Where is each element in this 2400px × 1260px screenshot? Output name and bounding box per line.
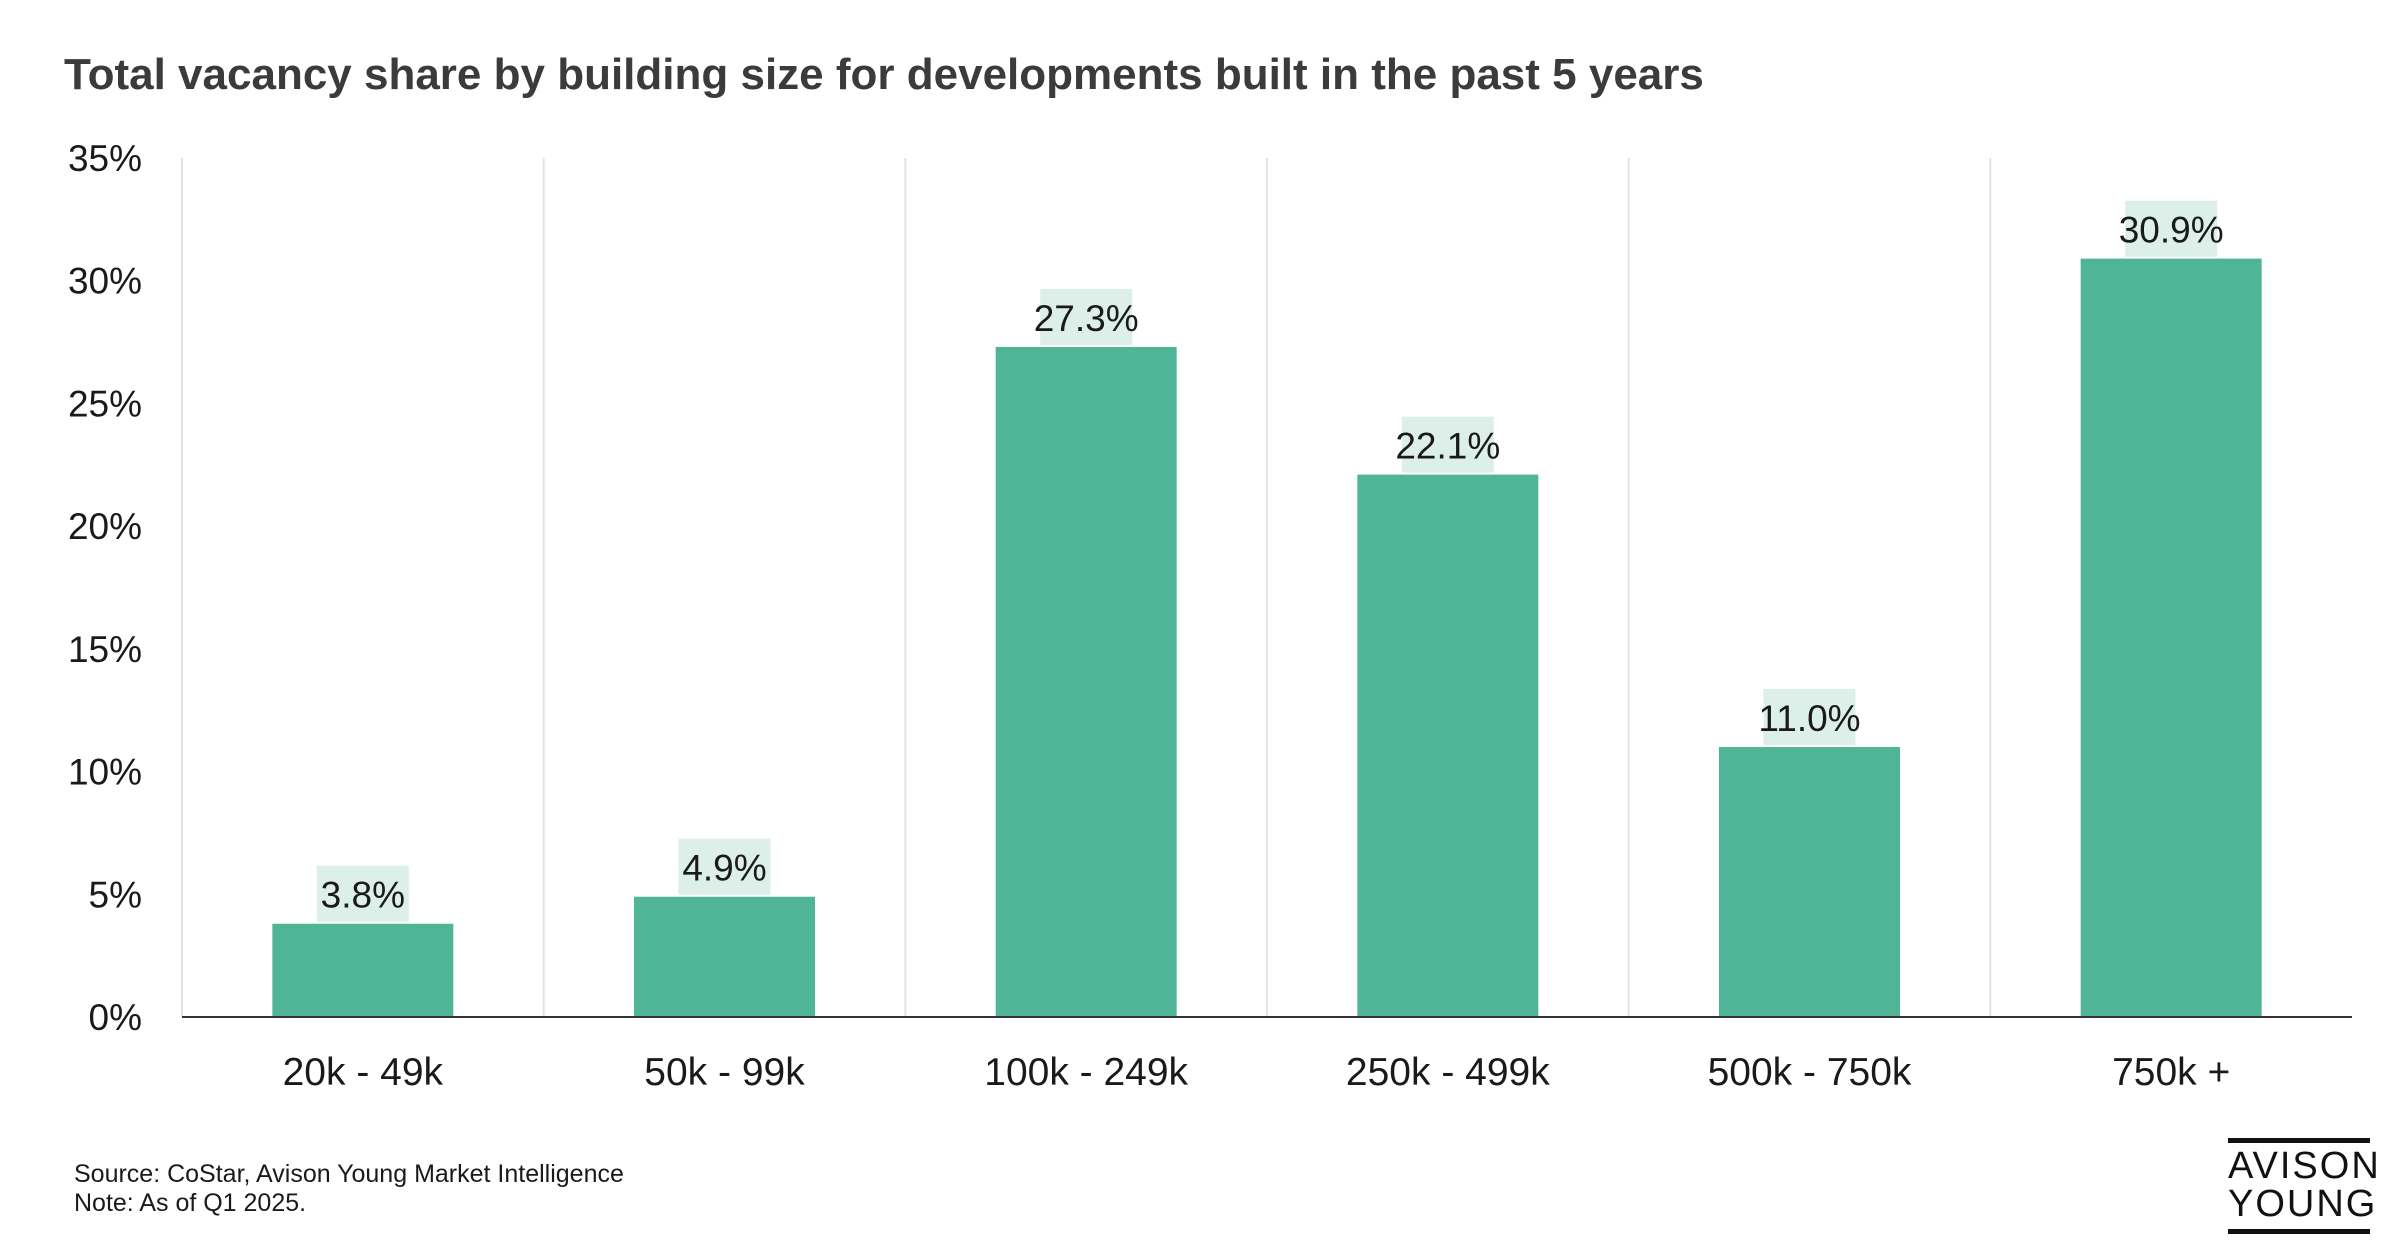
logo-line-1: AVISON	[2228, 1145, 2381, 1187]
grid-lines	[181, 158, 1992, 1017]
value-label-bg	[1040, 288, 1133, 345]
x-tick-label: 100k - 249k	[984, 1051, 1188, 1094]
value-label: 22.1%	[1395, 426, 1500, 467]
bar	[634, 896, 815, 1017]
y-tick-label: 5%	[89, 874, 142, 915]
x-tick-label: 250k - 499k	[1346, 1051, 1550, 1094]
bar	[1357, 474, 1539, 1017]
y-axis-ticks: 0% 5% 10% 15% 20% 25% 30% 35%	[68, 138, 142, 1038]
value-labels: 3.8% 4.9% 27.3% 22.1% 11.0% 30.9%	[316, 200, 2224, 922]
x-tick-label: 20k - 49k	[283, 1051, 444, 1094]
value-label: 30.9%	[2119, 210, 2224, 251]
y-tick-label: 35%	[68, 138, 142, 179]
y-tick-label: 25%	[68, 383, 142, 424]
x-tick-label: 750k +	[2112, 1051, 2230, 1094]
bar	[995, 346, 1177, 1018]
value-label: 4.9%	[682, 848, 766, 889]
value-label-bg	[678, 838, 771, 895]
value-label-bg	[1763, 689, 1856, 746]
logo-line-2: YOUNG	[2228, 1183, 2378, 1225]
y-tick-label: 30%	[68, 261, 142, 302]
avison-young-logo: AVISON YOUNG	[2228, 1138, 2381, 1234]
x-tick-label: 500k - 750k	[1708, 1051, 1912, 1094]
date-note: Note: As of Q1 2025.	[74, 1189, 307, 1217]
y-tick-label: 15%	[68, 629, 142, 670]
bars	[272, 258, 2262, 1018]
y-tick-label: 10%	[68, 752, 142, 793]
y-tick-label: 0%	[89, 997, 142, 1038]
value-label-bg	[316, 865, 409, 922]
bar	[272, 923, 454, 1017]
y-tick-label: 20%	[68, 506, 142, 547]
bar	[2080, 258, 2262, 1017]
value-label-bg	[2125, 200, 2218, 257]
value-label: 11.0%	[1758, 698, 1860, 739]
source-note: Source: CoStar, Avison Young Market Inte…	[74, 1160, 624, 1188]
x-tick-label: 50k - 99k	[644, 1051, 805, 1094]
bar	[1719, 747, 1900, 1017]
chart-title: Total vacancy share by building size for…	[64, 50, 1704, 99]
value-label-bg	[1401, 416, 1494, 473]
x-axis-ticks: 20k - 49k 50k - 99k 100k - 249k 250k - 499k…	[283, 1051, 2231, 1094]
value-label: 3.8%	[321, 875, 405, 916]
value-label: 27.3%	[1034, 298, 1139, 339]
